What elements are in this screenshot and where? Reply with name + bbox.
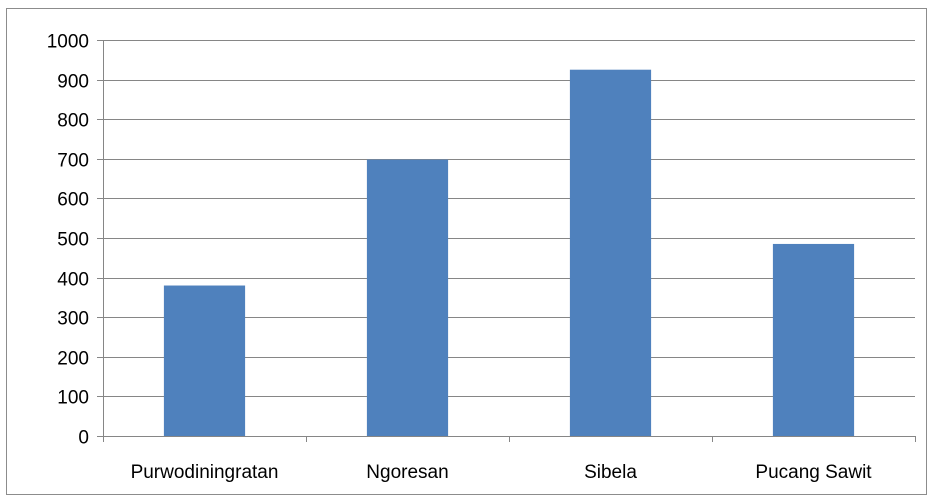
y-tick-label-100: 100 <box>57 388 89 409</box>
bar-purwodiningratan <box>163 285 246 436</box>
y-tick-label-0: 0 <box>78 428 89 449</box>
y-tick-label-200: 200 <box>57 349 89 370</box>
x-tick-label-pucang-sawit: Pucang Sawit <box>755 462 872 483</box>
y-tick-label-400: 400 <box>57 270 89 291</box>
y-tick-label-1000: 1000 <box>47 32 89 53</box>
x-tick-label-ngoresan: Ngoresan <box>366 462 448 483</box>
y-tick-label-300: 300 <box>57 309 89 330</box>
bars <box>163 69 855 436</box>
y-tick-labels: 0 100 200 300 400 500 600 700 800 900 1000 <box>47 32 89 449</box>
x-tick-label-purwodiningratan: Purwodiningratan <box>131 462 279 483</box>
axes <box>97 40 916 442</box>
y-tick-label-800: 800 <box>57 111 89 132</box>
y-tick-label-700: 700 <box>57 151 89 172</box>
y-tick-label-500: 500 <box>57 230 89 251</box>
y-tick-label-900: 900 <box>57 72 89 93</box>
y-tick-label-600: 600 <box>57 190 89 211</box>
bar-ngoresan <box>366 159 449 436</box>
x-tick-label-sibela: Sibela <box>584 462 637 483</box>
bar-sibela <box>569 69 652 436</box>
x-tick-labels: Purwodiningratan Ngoresan Sibela Pucang Saw… <box>131 462 873 483</box>
bar-pucang-sawit <box>772 243 855 436</box>
